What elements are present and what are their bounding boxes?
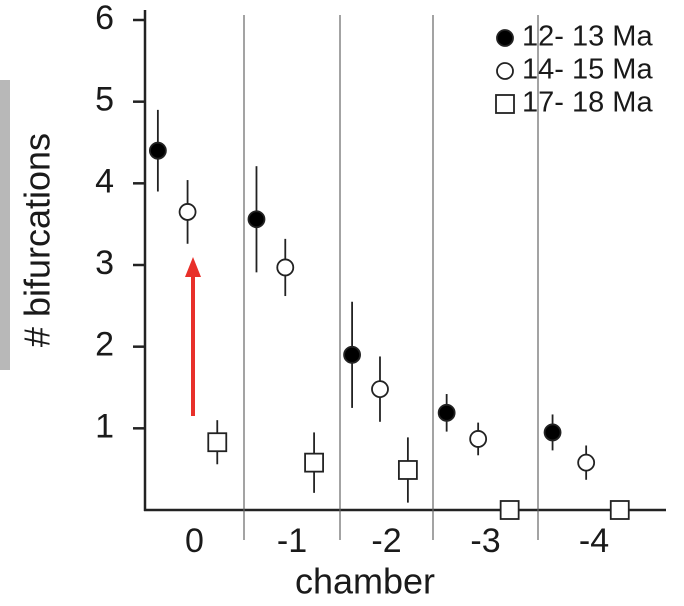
y-tick-label: 1 xyxy=(95,407,114,445)
legend-label: 12- 13 Ma xyxy=(522,21,653,53)
data-point xyxy=(397,460,418,480)
legend-marker xyxy=(496,29,514,47)
data-point xyxy=(178,203,197,221)
x-tick-label: 0 xyxy=(185,522,204,560)
y-tick-label: 5 xyxy=(95,81,114,119)
annotation-arrow xyxy=(185,257,201,416)
x-tick-label: -4 xyxy=(579,522,609,560)
x-tick-label: -3 xyxy=(470,522,500,560)
x-axis-label: chamber xyxy=(295,561,435,602)
x-tick-label: -1 xyxy=(277,522,307,560)
data-point xyxy=(304,452,324,473)
data-point xyxy=(148,141,167,160)
background-image-strip xyxy=(0,80,10,370)
legend-label: 14- 15 Ma xyxy=(522,54,653,86)
y-axis-label: # bifurcations xyxy=(17,133,58,347)
data-point xyxy=(247,210,266,229)
data-point xyxy=(343,345,361,364)
y-tick-label: 6 xyxy=(95,0,114,37)
legend-label: 17- 18 Ma xyxy=(522,87,653,119)
legend-marker xyxy=(496,62,514,80)
x-tick-label: -2 xyxy=(371,522,401,560)
data-point xyxy=(276,258,295,277)
data-point xyxy=(371,380,389,399)
legend-marker xyxy=(495,94,515,114)
data-point xyxy=(609,500,630,520)
y-tick-label: 2 xyxy=(95,326,114,364)
data-point xyxy=(207,432,228,453)
data-point xyxy=(577,453,596,472)
data-point xyxy=(543,423,562,442)
y-tick-label: 4 xyxy=(95,162,114,200)
data-point xyxy=(437,403,456,422)
y-tick-label: 3 xyxy=(95,244,114,282)
data-point xyxy=(499,500,520,520)
data-point xyxy=(469,430,488,448)
